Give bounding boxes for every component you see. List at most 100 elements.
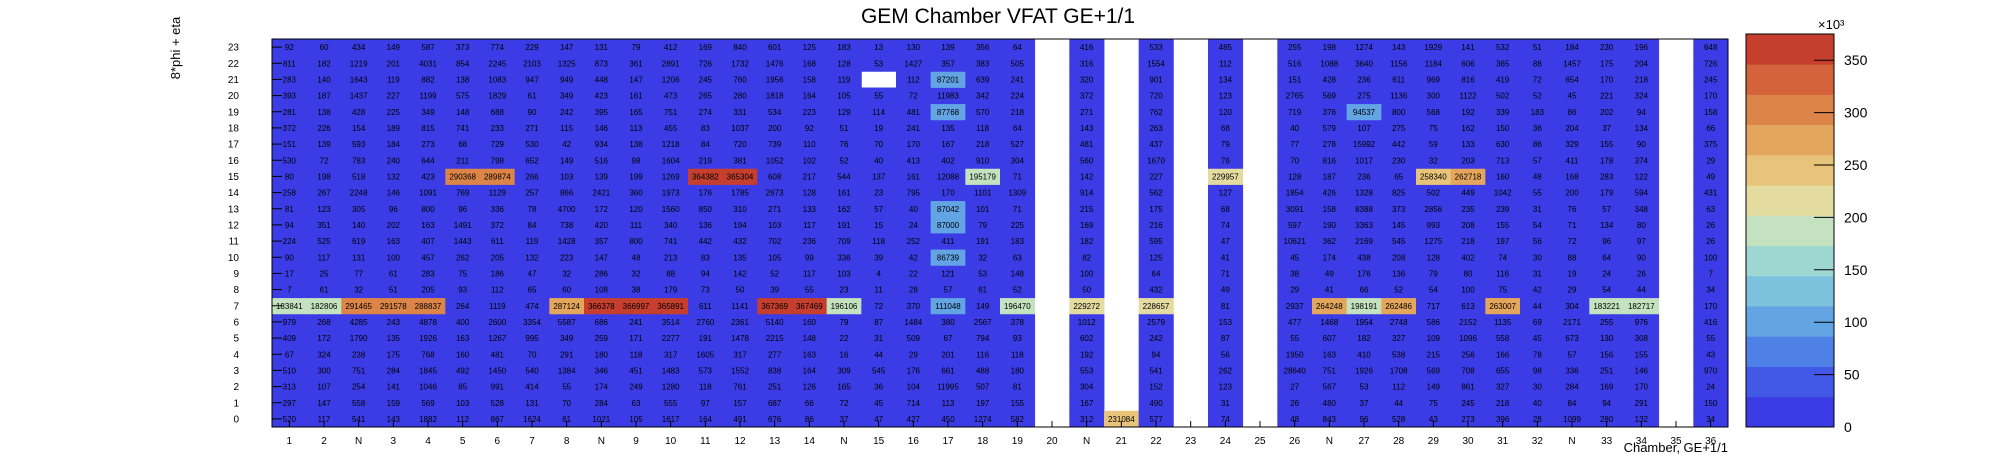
cell-value-label: 180 xyxy=(595,350,609,359)
cell-value-label: 104 xyxy=(907,383,921,392)
heatmap-cell xyxy=(272,378,308,396)
heatmap-cell xyxy=(861,378,897,396)
cell-value-label: 65 xyxy=(1394,172,1403,181)
cell-value-label: 87000 xyxy=(937,221,960,230)
cell-value-label: 31 xyxy=(1533,269,1542,278)
cell-value-label: 934 xyxy=(595,140,609,149)
heatmap-cell xyxy=(1138,39,1174,56)
heatmap-cell xyxy=(1450,394,1486,412)
cell-value-label: 3514 xyxy=(662,318,680,327)
heatmap-cell xyxy=(965,136,1001,153)
heatmap-cell xyxy=(1416,39,1452,56)
cell-value-label: 26 xyxy=(1290,399,1299,408)
heatmap-cell xyxy=(757,152,793,169)
cell-value-label: 45 xyxy=(874,399,883,408)
cell-value-label: 119 xyxy=(526,237,539,246)
cell-value-label: 1184 xyxy=(1425,59,1443,68)
cell-value-label: 751 xyxy=(1323,366,1337,375)
heatmap-cell xyxy=(1485,249,1521,266)
heatmap-cell xyxy=(1416,136,1452,153)
heatmap-cell xyxy=(1554,378,1590,396)
heatmap-cell xyxy=(965,330,1001,347)
cell-value-label: 229 xyxy=(525,43,539,52)
cell-value-label: 205 xyxy=(421,286,435,295)
cell-value-label: 1012 xyxy=(1078,318,1096,327)
cell-value-label: 1122 xyxy=(1459,92,1477,101)
heatmap-cell xyxy=(341,281,377,299)
cell-value-label: 78 xyxy=(528,205,537,214)
heatmap-cell xyxy=(549,249,585,266)
heatmap-cell xyxy=(826,136,862,153)
heatmap-cell xyxy=(1381,330,1417,347)
heatmap-cell xyxy=(965,216,1001,234)
heatmap-cell xyxy=(1312,281,1348,299)
heatmap-cell xyxy=(549,410,585,428)
heatmap-cell xyxy=(757,330,793,347)
heatmap-cell xyxy=(410,378,446,396)
cell-value-label: 98 xyxy=(1533,366,1542,375)
heatmap-cell xyxy=(618,200,654,218)
heatmap-cell xyxy=(306,184,342,202)
cell-value-label: 630 xyxy=(1496,140,1510,149)
heatmap-cell xyxy=(1416,410,1452,428)
heatmap-cell xyxy=(1589,281,1625,299)
cell-value-label: 709 xyxy=(837,237,851,246)
heatmap-cell xyxy=(1450,184,1486,202)
cell-value-label: 140 xyxy=(317,75,331,84)
cell-value-label: 1267 xyxy=(488,334,506,343)
cell-value-label: 1269 xyxy=(662,172,680,181)
cell-value-label: 48 xyxy=(632,253,641,262)
heatmap-cell xyxy=(722,103,758,121)
heatmap-cell xyxy=(1450,281,1486,299)
cell-value-label: 151 xyxy=(283,140,297,149)
cell-value-label: 47 xyxy=(874,415,883,424)
heatmap-cell xyxy=(1138,330,1174,347)
cell-value-label: 1670 xyxy=(1147,156,1165,165)
cell-value-label: 84 xyxy=(528,221,537,230)
cell-value-label: 528 xyxy=(491,399,505,408)
heatmap-cell xyxy=(1554,87,1590,105)
heatmap-cell xyxy=(1589,200,1625,218)
cell-value-label: 68 xyxy=(1221,205,1230,214)
cell-value-label: 768 xyxy=(421,350,435,359)
heatmap-cell xyxy=(1416,313,1452,331)
heatmap-cell xyxy=(341,168,377,185)
heatmap-cell xyxy=(549,378,585,396)
cell-value-label: 1428 xyxy=(558,237,576,246)
heatmap-cell xyxy=(1312,103,1348,121)
heatmap-cell xyxy=(1554,410,1590,428)
cell-value-label: 44 xyxy=(874,350,883,359)
cell-value-label: 34 xyxy=(1706,415,1715,424)
heatmap-cell xyxy=(688,378,724,396)
heatmap-cell xyxy=(930,265,966,282)
cell-value-label: 111 xyxy=(630,221,643,230)
heatmap-cell xyxy=(306,200,342,218)
colorbar-swatch xyxy=(1746,306,1834,337)
heatmap-cell xyxy=(480,216,516,234)
cell-value-label: 70 xyxy=(528,350,537,359)
cell-value-label: 94 xyxy=(1152,350,1161,359)
heatmap-cell xyxy=(341,87,377,105)
heatmap-cell xyxy=(1554,152,1590,169)
heatmap-cell xyxy=(480,281,516,299)
cell-value-label: 995 xyxy=(525,334,539,343)
cell-value-label: 243 xyxy=(387,318,401,327)
y-tick-label: 0 xyxy=(233,414,239,425)
cell-value-label: 142 xyxy=(733,269,747,278)
x-tick-label: 35 xyxy=(1670,436,1682,447)
x-tick-label: 17 xyxy=(942,436,954,447)
cell-value-label: 411 xyxy=(942,237,955,246)
cell-value-label: 16 xyxy=(840,350,849,359)
heatmap-cell xyxy=(688,346,724,363)
cell-value-label: 215 xyxy=(1080,205,1094,214)
heatmap-cell xyxy=(1000,136,1036,153)
cell-value-label: 100 xyxy=(1080,269,1094,278)
cell-value-label: 372 xyxy=(1080,92,1094,101)
cell-value-label: 455 xyxy=(664,124,678,133)
cell-value-label: 555 xyxy=(664,399,678,408)
heatmap-cell xyxy=(1069,216,1105,234)
cell-value-label: 208 xyxy=(1461,221,1475,230)
heatmap-cell xyxy=(1693,71,1729,88)
heatmap-cell xyxy=(688,168,724,185)
heatmap-cell xyxy=(1277,152,1313,169)
